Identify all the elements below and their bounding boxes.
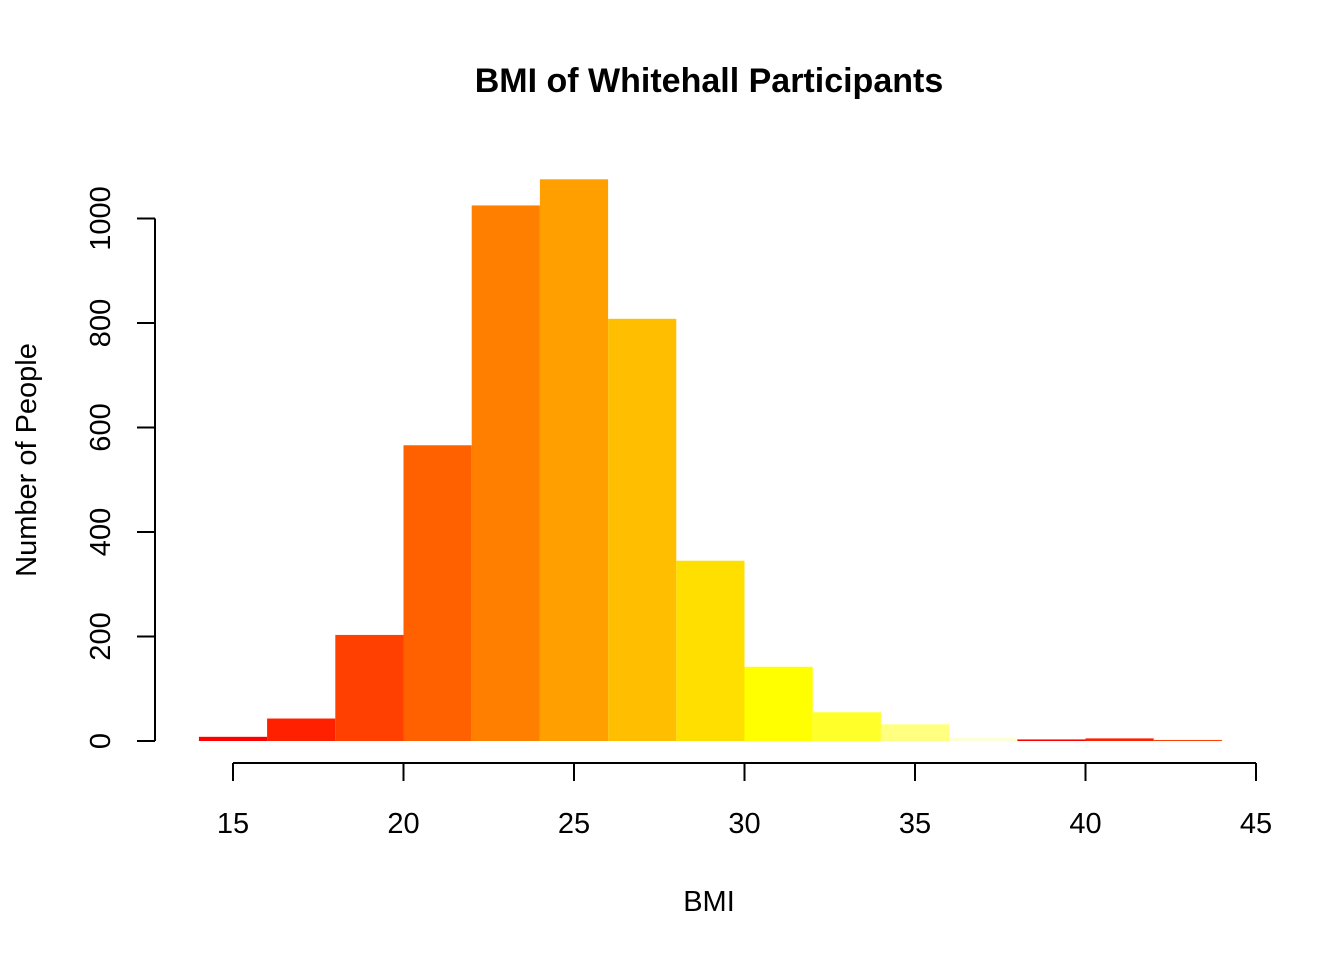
y-tick-label-200: 200: [85, 612, 117, 660]
x-tick-label-30: 30: [728, 808, 760, 840]
y-tick-label-1000: 1000: [85, 186, 117, 251]
histogram-bar-16-18: [267, 718, 336, 741]
histogram-bar-32-34: [812, 712, 881, 741]
y-axis: 0 200 400 600 800 1000: [85, 186, 156, 749]
y-ticks: 0 200 400 600 800 1000: [85, 186, 155, 749]
histogram-bar-14-16: [198, 736, 268, 741]
histogram-bar-38-40: [1017, 739, 1086, 741]
y-tick-label-800: 800: [85, 299, 117, 347]
x-tick-label-45: 45: [1240, 808, 1272, 840]
y-tick-label-400: 400: [85, 508, 117, 556]
histogram-bar-24-26: [539, 179, 609, 741]
x-tick-label-40: 40: [1069, 808, 1101, 840]
histogram-bar-22-24: [471, 205, 540, 741]
x-tick-label-35: 35: [899, 808, 931, 840]
y-tick-label-600: 600: [85, 403, 117, 451]
bars-group: [198, 179, 1222, 741]
x-tick-label-20: 20: [387, 808, 419, 840]
histogram-bar-18-20: [335, 634, 404, 741]
y-tick-label-0: 0: [85, 733, 117, 749]
x-ticks: 15 20 25 30 35 40 45: [217, 763, 1272, 840]
x-axis: 15 20 25 30 35 40 45: [217, 762, 1272, 840]
chart-title: BMI of Whitehall Participants: [475, 62, 943, 100]
x-tick-label-25: 25: [558, 808, 590, 840]
x-axis-label: BMI: [683, 886, 735, 918]
histogram-bar-20-22: [403, 445, 472, 741]
histogram-bar-36-38: [949, 737, 1018, 741]
y-axis-label: Number of People: [11, 343, 43, 577]
histogram-bar-30-32: [744, 666, 813, 741]
x-tick-label-15: 15: [217, 808, 249, 840]
histogram-bar-26-28: [608, 318, 677, 741]
histogram-bar-42-44: [1153, 739, 1222, 741]
histogram-bar-40-42: [1085, 738, 1154, 741]
histogram-bar-34-36: [880, 724, 950, 741]
histogram-bar-28-30: [676, 560, 745, 741]
